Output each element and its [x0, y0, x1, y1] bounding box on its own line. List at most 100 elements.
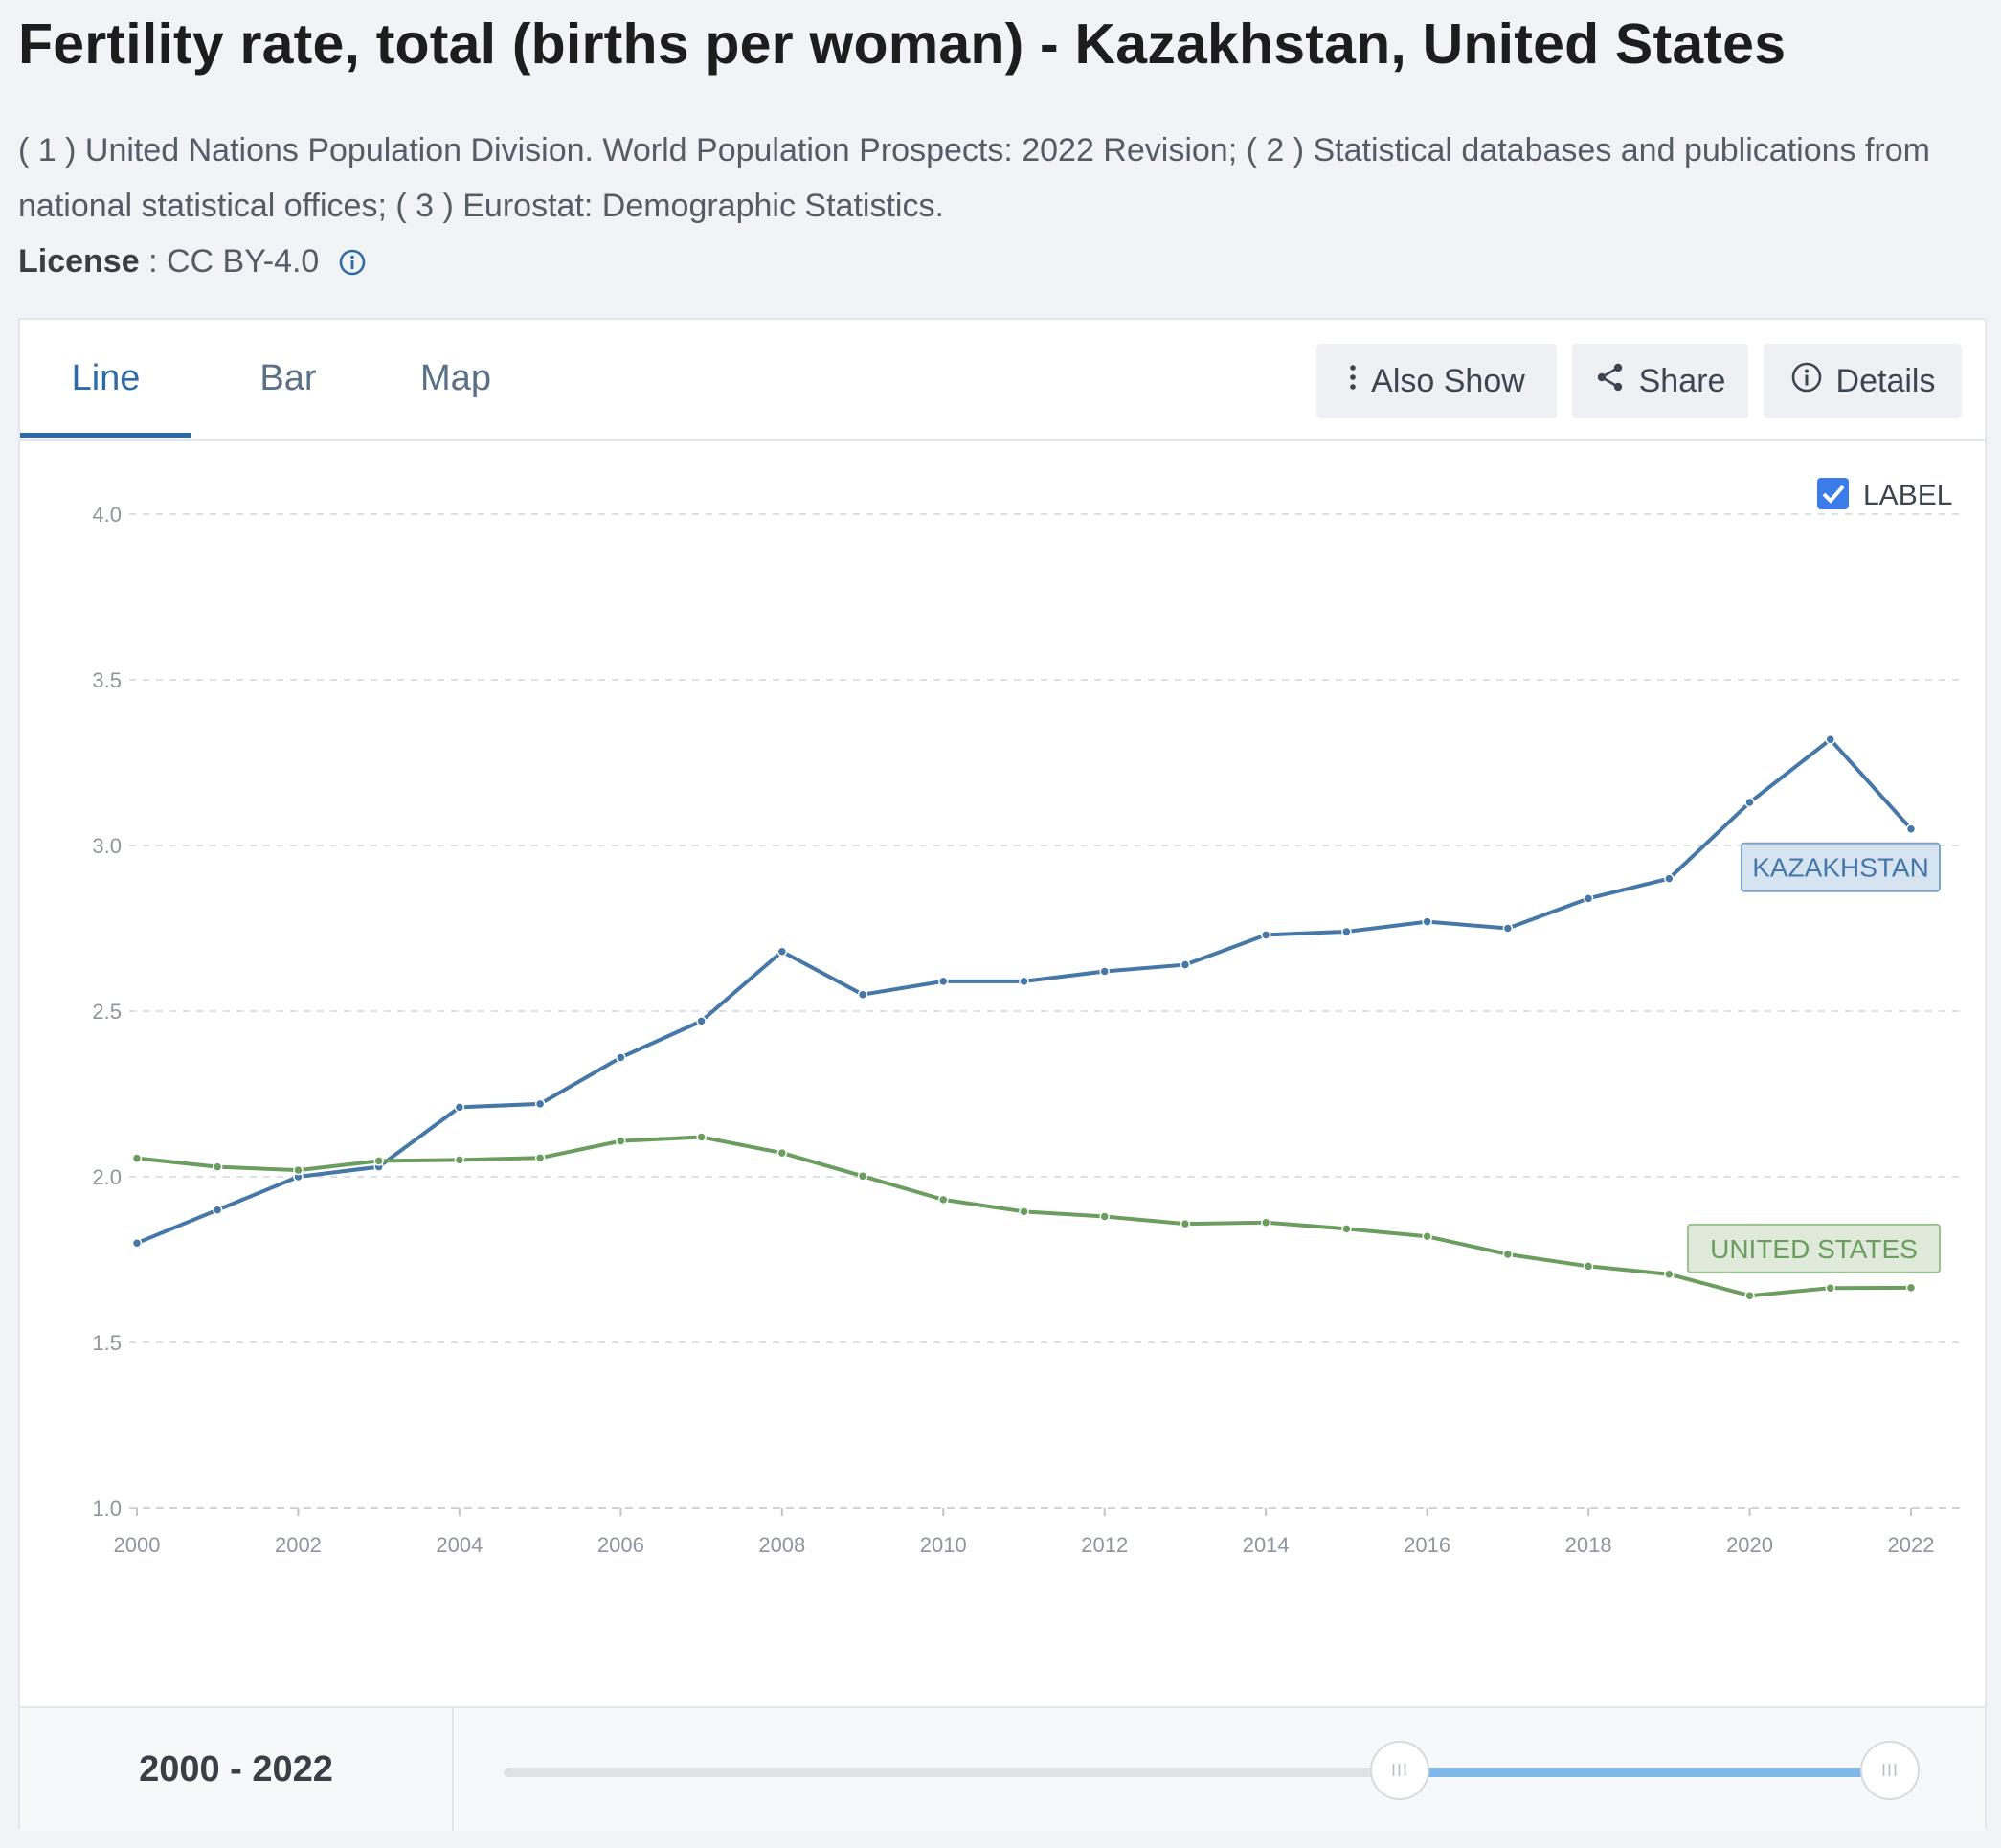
also-show-button[interactable]: Also Show	[1316, 344, 1557, 418]
range-footer: 2000 - 2022 III III	[20, 1706, 1985, 1831]
data-point-united-states	[1664, 1269, 1675, 1279]
y-tick-label: 1.0	[92, 1497, 122, 1521]
license-label: License	[18, 243, 140, 280]
data-point-united-states	[212, 1161, 223, 1172]
tab-line[interactable]: Line	[20, 320, 191, 438]
data-point-united-states	[1502, 1249, 1514, 1260]
series-label-united-states: UNITED STATES	[1710, 1234, 1918, 1264]
data-point-united-states	[1341, 1224, 1352, 1234]
x-tick-label: 2014	[1243, 1533, 1290, 1557]
data-point-united-states	[776, 1147, 788, 1159]
x-tick-label: 2018	[1565, 1533, 1612, 1557]
x-tick-label: 2004	[436, 1533, 483, 1557]
data-point-kazakhstan	[1905, 823, 1917, 834]
data-point-kazakhstan	[1341, 926, 1352, 937]
y-tick-label: 1.5	[92, 1331, 122, 1355]
data-point-kazakhstan	[1583, 893, 1594, 904]
x-tick-label: 2022	[1888, 1533, 1935, 1557]
data-point-united-states	[1825, 1283, 1836, 1294]
data-sources: ( 1 ) United Nations Population Division…	[18, 132, 1930, 224]
label-checkbox[interactable]	[1817, 478, 1849, 509]
x-tick-label: 2016	[1404, 1533, 1450, 1557]
chart-tabs: Line Bar Map Also Show Share Details	[20, 320, 1985, 441]
data-point-united-states	[1744, 1290, 1755, 1301]
series-label-box-kazakhstan	[1741, 842, 1941, 892]
data-point-kazakhstan	[857, 989, 868, 1000]
grid-layer	[129, 513, 1964, 1509]
data-point-united-states	[1260, 1217, 1271, 1228]
x-tick-label: 2010	[920, 1533, 967, 1557]
x-tick-label: 2008	[758, 1533, 805, 1557]
data-point-kazakhstan	[776, 946, 788, 957]
x-tick-label: 2002	[275, 1533, 322, 1557]
share-button[interactable]: Share	[1572, 344, 1748, 418]
data-point-kazakhstan	[1825, 734, 1836, 745]
data-point-kazakhstan	[696, 1016, 707, 1026]
data-point-united-states	[373, 1156, 384, 1166]
data-point-united-states	[696, 1132, 707, 1142]
data-point-united-states	[616, 1136, 626, 1146]
check-icon	[1822, 485, 1845, 504]
year-range-label: 2000 - 2022	[20, 1708, 454, 1831]
series-label-layer: KAZAKHSTAN UNITED STATES	[1687, 842, 1941, 1273]
slider-handle-start[interactable]: III	[1370, 1741, 1429, 1800]
data-point-kazakhstan	[534, 1098, 546, 1110]
data-point-kazakhstan	[1664, 873, 1675, 884]
tab-bar[interactable]: Bar	[259, 358, 317, 398]
data-point-united-states	[293, 1164, 304, 1176]
data-point-kazakhstan	[1744, 797, 1755, 808]
also-show-label: Also Show	[1371, 362, 1525, 399]
data-point-united-states	[454, 1155, 465, 1165]
x-tick-label: 2006	[597, 1533, 644, 1557]
data-point-united-states	[131, 1153, 143, 1163]
y-tick-label: 2.0	[92, 1165, 122, 1189]
data-point-united-states	[1905, 1282, 1917, 1294]
label-toggle[interactable]: LABEL	[1817, 478, 1952, 511]
info-icon	[1790, 361, 1823, 402]
data-point-kazakhstan	[938, 976, 949, 987]
axis-layer: 1.0 1.5 2.0 2.5 3.0 3.5 4.0 2000 2002 2004 2006 200…	[92, 503, 1934, 1557]
series-line-kazakhstan	[135, 737, 1913, 1246]
x-tick-label: 2020	[1726, 1533, 1773, 1557]
license-separator: :	[139, 243, 167, 280]
year-range-slider[interactable]: III III	[504, 1741, 1920, 1800]
data-point-united-states	[938, 1194, 949, 1206]
share-icon	[1595, 362, 1626, 401]
y-tick-label: 2.5	[92, 1000, 122, 1024]
series-layer	[131, 734, 1917, 1301]
data-point-kazakhstan	[616, 1052, 626, 1063]
data-point-united-states	[1099, 1211, 1110, 1222]
data-point-united-states	[1583, 1261, 1594, 1272]
range-from: 2000	[139, 1748, 220, 1790]
details-button[interactable]: Details	[1764, 344, 1962, 418]
x-tick-label: 2000	[114, 1533, 161, 1557]
data-point-united-states	[1019, 1206, 1029, 1217]
data-point-kazakhstan	[212, 1205, 223, 1215]
chart-card: Line Bar Map Also Show Share Details 1.0…	[18, 318, 1987, 1831]
y-tick-label: 3.0	[92, 834, 122, 858]
data-point-kazakhstan	[454, 1102, 465, 1113]
data-point-kazakhstan	[1260, 930, 1271, 940]
license-value: CC BY-4.0	[166, 243, 320, 280]
range-dash: -	[219, 1748, 253, 1790]
license-line: License : CC BY-4.0	[18, 243, 367, 281]
series-label-box-united-states	[1687, 1223, 1941, 1273]
page-title: Fertility rate, total (births per woman)…	[18, 12, 1787, 76]
data-point-kazakhstan	[1422, 916, 1432, 927]
data-point-kazakhstan	[1502, 923, 1514, 934]
data-point-united-states	[534, 1153, 546, 1163]
share-label: Share	[1638, 362, 1726, 399]
tab-map[interactable]: Map	[420, 358, 491, 398]
series-label-kazakhstan: KAZAKHSTAN	[1752, 853, 1929, 883]
data-point-kazakhstan	[1180, 959, 1191, 970]
slider-handle-end[interactable]: III	[1860, 1741, 1920, 1800]
range-to: 2022	[252, 1748, 333, 1790]
slider-selected-range	[1399, 1768, 1889, 1777]
data-point-kazakhstan	[131, 1237, 143, 1249]
line-chart: 1.0 1.5 2.0 2.5 3.0 3.5 4.0 2000 2002 2004 2006 200…	[92, 478, 1964, 1557]
data-point-united-states	[1180, 1218, 1191, 1229]
details-label: Details	[1835, 362, 1936, 399]
y-tick-label: 3.5	[92, 668, 122, 692]
x-tick-label: 2012	[1081, 1533, 1128, 1557]
info-icon[interactable]	[338, 248, 367, 277]
